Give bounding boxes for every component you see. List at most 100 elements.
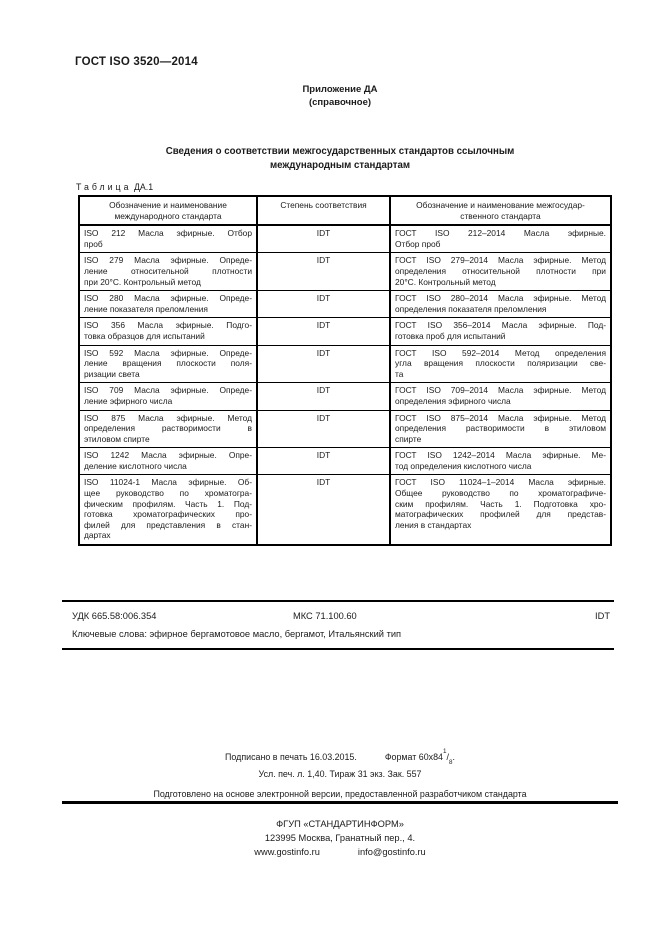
cell-line: ГОСТ ISO 356–2014 Масла эфирные. Под- (395, 320, 606, 331)
cell-line: ГОСТ ISO 875–2014 Масла эфирные. Метод (395, 412, 606, 423)
publisher-website: www.gostinfo.ru (254, 847, 320, 857)
cell-correspondence-degree: IDT (256, 474, 391, 546)
cell-line: Обозначение и наименование межгосудар- (416, 200, 585, 210)
cell-line: ление относительной плотности (84, 265, 252, 276)
cell-international-standard: ISO 212 Масла эфирные. Отбор проб (78, 224, 258, 254)
cell-international-standard: ISO 11024-1 Масла эфирные. Об-щее руково… (78, 474, 258, 546)
cell-correspondence-degree: IDT (256, 344, 391, 384)
cell-international-standard: ISO 875 Масла эфирные. Метод определения … (78, 409, 258, 449)
page-title-line2: международным стандартам (269, 160, 411, 171)
cell-interstate-standard: ГОСТ ISO 875–2014 Масла эфирные. Метод оп… (389, 409, 612, 449)
divider-line-top (62, 600, 614, 602)
table-row: ISO 356 Масла эфирные. Подго-товка образ… (78, 317, 612, 346)
cell-line: ISO 280 Масла эфирные. Опреде- (84, 293, 252, 304)
cell-line: филей для представления в стан- (84, 519, 252, 530)
format-fraction-slash: / (446, 751, 449, 762)
cell-line: спирте (395, 433, 422, 444)
column-header-international: Обозначение и наименование международного… (78, 195, 258, 227)
table-row: ISO 212 Масла эфирные. Отбор проб IDT ГОСТ … (78, 224, 612, 254)
cell-line: Отбор проб (395, 238, 441, 249)
table-label: Таблица ДА.1 (76, 182, 153, 192)
cell-line: готовка проб для испытаний (395, 330, 506, 341)
cell-line: определения показателя преломления (395, 303, 547, 314)
cell-correspondence-degree: IDT (256, 317, 391, 346)
cell-interstate-standard: ГОСТ ISO 11024–1–2014 Масла эфирные. Обще… (389, 474, 612, 546)
publisher-contacts: www.gostinfo.ru info@gostinfo.ru (62, 845, 618, 859)
cell-international-standard: ISO 592 Масла эфирные. Опреде-ление вращ… (78, 344, 258, 384)
cell-line: ственного стандарта (460, 210, 541, 221)
cell-line: ским профилям. Часть 1. Подготовка хро- (395, 498, 606, 509)
cell-line: ГОСТ ISO 11024–1–2014 Масла эфирные. (395, 477, 606, 488)
cell-line: ГОСТ ISO 709–2014 Масла эфирные. Метод (395, 385, 606, 396)
cell-international-standard: ISO 1242 Масла эфирные. Опре-деление кис… (78, 447, 258, 476)
format-fraction-denominator: 8 (448, 759, 453, 767)
cell-international-standard: ISO 280 Масла эфирные. Опреде-ление пока… (78, 290, 258, 319)
cell-line: международного стандарта (114, 210, 222, 221)
cell-line: Степень соответствия (280, 200, 367, 210)
keywords-line: Ключевые слова: эфирное бергамотовое мас… (72, 629, 402, 639)
cell-line: деление кислотного числа (84, 460, 187, 471)
idt-label: IDT (595, 611, 610, 621)
page-title: Сведения о соответствии межгосударственн… (62, 145, 618, 173)
print-info-line1: Подписано в печать 16.03.2015. Формат 60х… (62, 748, 618, 768)
cell-line: ISO 356 Масла эфирные. Подго- (84, 320, 252, 331)
cell-line: ISO 1242 Масла эфирные. Опре- (84, 450, 252, 461)
cell-line: ление эфирного числа (84, 395, 173, 406)
cell-international-standard: ISO 356 Масла эфирные. Подго-товка образ… (78, 317, 258, 346)
header-row: Обозначение и наименование международного… (78, 195, 612, 227)
cell-line: ГОСТ ISO 1242–2014 Масла эфирные. Ме- (395, 450, 606, 461)
table-row: ISO 875 Масла эфирные. Метод определения … (78, 409, 612, 449)
cell-line: определения эфирного числа (395, 395, 511, 406)
udk-row: УДК 665.58:006.354 МКС 71.100.60 IDT (72, 611, 612, 624)
cell-interstate-standard: ГОСТ ISO 709–2014 Масла эфирные. Метод оп… (389, 382, 612, 411)
divider-line-bottom (62, 648, 614, 650)
publisher-name: ФГУП «СТАНДАРТИНФОРМ» (276, 819, 404, 829)
cell-interstate-standard: ГОСТ ISO 279–2014 Масла эфирные. Метод оп… (389, 252, 612, 292)
doc-number: ГОСТ ISO 3520—2014 (75, 56, 198, 68)
cell-line: товка образцов для испытаний (84, 330, 205, 341)
cell-line: ISO 11024-1 Масла эфирные. Об- (84, 477, 252, 488)
cell-line: ГОСТ ISO 279–2014 Масла эфирные. Метод (395, 255, 606, 266)
correspondence-table: Обозначение и наименование международного… (78, 195, 612, 547)
cell-line: ISO 592 Масла эфирные. Опреде- (84, 347, 252, 358)
thick-divider-line (62, 801, 618, 804)
cell-line: ISO 875 Масла эфирные. Метод (84, 412, 252, 423)
cell-line: ISO 279 Масла эфирные. Опреде- (84, 255, 252, 266)
cell-line: матографических профилей для представ- (395, 509, 606, 520)
cell-line: ГОСТ ISO 592–2014 Метод определения (395, 347, 606, 358)
cell-line: ления в стандартах (395, 519, 472, 530)
page-title-line1: Сведения о соответствии межгосударственн… (165, 146, 515, 157)
annex-type: (справочное) (308, 97, 372, 108)
cell-line: определения растворимости в (84, 423, 252, 434)
cell-line: Общее руководство по хроматографиче- (395, 488, 606, 499)
column-header-degree: Степень соответствия (256, 195, 391, 227)
cell-line: Обозначение и наименование (109, 200, 227, 210)
cell-correspondence-degree: IDT (256, 224, 391, 254)
cell-line: фическим профилям. Часть 1. Под- (84, 498, 252, 509)
cell-line: при 20°С. Контрольный метод (84, 276, 201, 287)
cell-line: проб (84, 238, 103, 249)
cell-line: ISO 709 Масла эфирные. Опреде- (84, 385, 252, 396)
cell-line: ление вращения плоскости поля- (84, 358, 252, 369)
cell-interstate-standard: ГОСТ ISO 592–2014 Метод определения угла … (389, 344, 612, 384)
cell-line: 20°С. Контрольный метод (395, 276, 496, 287)
cell-international-standard: ISO 709 Масла эфирные. Опреде-ление эфир… (78, 382, 258, 411)
cell-interstate-standard: ГОСТ ISO 1242–2014 Масла эфирные. Ме-тод… (389, 447, 612, 476)
table-body: ISO 212 Масла эфирные. Отбор проб IDT ГОСТ … (78, 224, 612, 546)
annex-label: Приложение ДА (302, 84, 378, 95)
table-row: ISO 11024-1 Масла эфирные. Об-щее руково… (78, 474, 612, 546)
cell-interstate-standard: ГОСТ ISO 356–2014 Масла эфирные. Под-гот… (389, 317, 612, 346)
cell-line: определения растворимости в этиловом (395, 423, 606, 434)
column-header-interstate: Обозначение и наименование межгосудар-ст… (389, 195, 612, 227)
format-label: Формат 60х84 (384, 751, 443, 762)
table-row: ISO 280 Масла эфирные. Опреде-ление пока… (78, 290, 612, 319)
table-header: Обозначение и наименование международного… (78, 195, 612, 227)
table-row: ISO 709 Масла эфирные. Опреде-ление эфир… (78, 382, 612, 411)
table-row: ISO 279 Масла эфирные. Опреде-ление отно… (78, 252, 612, 292)
cell-line: ISO 212 Масла эфирные. Отбор (84, 228, 252, 239)
cell-line: готовка хроматографических про- (84, 509, 252, 520)
publisher-address: 123995 Москва, Гранатный пер., 4. (264, 833, 416, 843)
cell-line: угла вращения плоскости поляризации све- (395, 358, 606, 369)
udk-code: УДК 665.58:006.354 (72, 611, 157, 621)
